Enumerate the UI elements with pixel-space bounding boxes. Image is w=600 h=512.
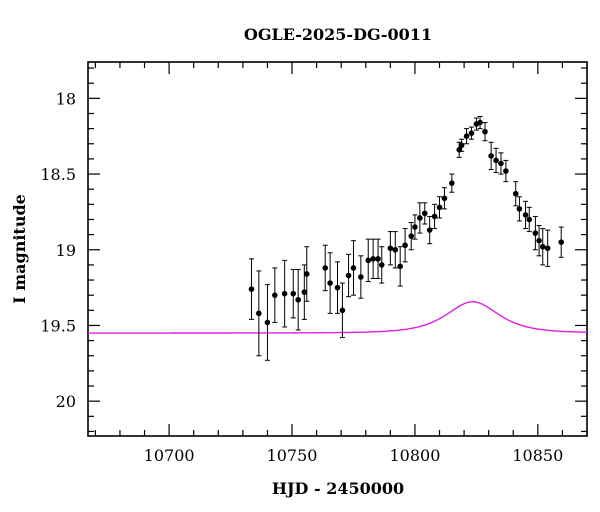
data-point (468, 130, 475, 136)
y-tick-labels: 18 18.5 19 19.5 20 (40, 89, 76, 411)
axis-ticks (88, 62, 588, 436)
model-curve (88, 301, 588, 334)
data-point (290, 290, 297, 297)
data-point (477, 119, 483, 126)
data-point (436, 204, 443, 211)
data-point (408, 233, 415, 239)
data-point (539, 243, 546, 250)
data-point (421, 210, 428, 217)
data-point (431, 213, 438, 220)
y-tick-label: 20 (56, 392, 76, 411)
y-tick-label: 18.5 (40, 165, 76, 184)
data-points-group (248, 116, 564, 361)
data-point (426, 227, 433, 233)
data-point (256, 310, 262, 317)
data-point (392, 246, 399, 253)
y-tick-label: 19 (56, 241, 76, 260)
data-point (378, 262, 385, 268)
data-point (350, 265, 357, 271)
y-tick-label: 18 (56, 89, 76, 108)
data-point (339, 307, 346, 314)
y-tick-label: 19.5 (40, 316, 76, 335)
data-point (365, 257, 372, 264)
data-point (516, 206, 523, 212)
data-point (482, 128, 488, 135)
data-point (295, 296, 301, 303)
data-point (301, 289, 308, 295)
data-point (387, 245, 394, 252)
data-point (272, 292, 278, 298)
data-point (458, 142, 465, 149)
x-tick-label: 10850 (512, 446, 563, 465)
data-point (402, 242, 408, 249)
plot-frame (87, 61, 588, 437)
y-axis-label: I magnitude (10, 194, 29, 304)
model-curve-group (88, 301, 588, 334)
data-point (417, 215, 423, 221)
data-point (512, 190, 519, 197)
data-point (345, 272, 352, 279)
data-point (558, 239, 564, 245)
chart-title: OGLE-2025-DG-0011 (244, 25, 432, 44)
data-point (370, 256, 376, 262)
data-point (412, 224, 418, 230)
data-point (493, 157, 499, 164)
data-point (327, 280, 333, 286)
x-tick-label: 10750 (267, 446, 318, 465)
data-point (498, 160, 504, 167)
data-point (397, 263, 403, 270)
x-tick-label: 10700 (144, 446, 195, 465)
data-point (532, 230, 539, 236)
data-point (536, 237, 542, 244)
data-point (375, 256, 381, 262)
x-tick-label: 10800 (389, 446, 440, 465)
data-point (526, 216, 533, 223)
data-point (322, 265, 329, 271)
data-point (488, 153, 494, 159)
data-point (264, 319, 271, 326)
x-axis-label: HJD - 2450000 (272, 479, 404, 498)
data-point (522, 212, 529, 218)
data-point (441, 195, 448, 202)
data-point (449, 180, 455, 186)
data-point (463, 133, 470, 139)
x-tick-labels: 10700 10750 10800 10850 (144, 446, 564, 465)
data-point (503, 168, 509, 174)
data-point (544, 245, 551, 252)
data-point (281, 290, 288, 297)
data-point (248, 286, 255, 292)
data-point (303, 271, 310, 277)
data-point (358, 274, 364, 280)
data-point (334, 284, 341, 291)
